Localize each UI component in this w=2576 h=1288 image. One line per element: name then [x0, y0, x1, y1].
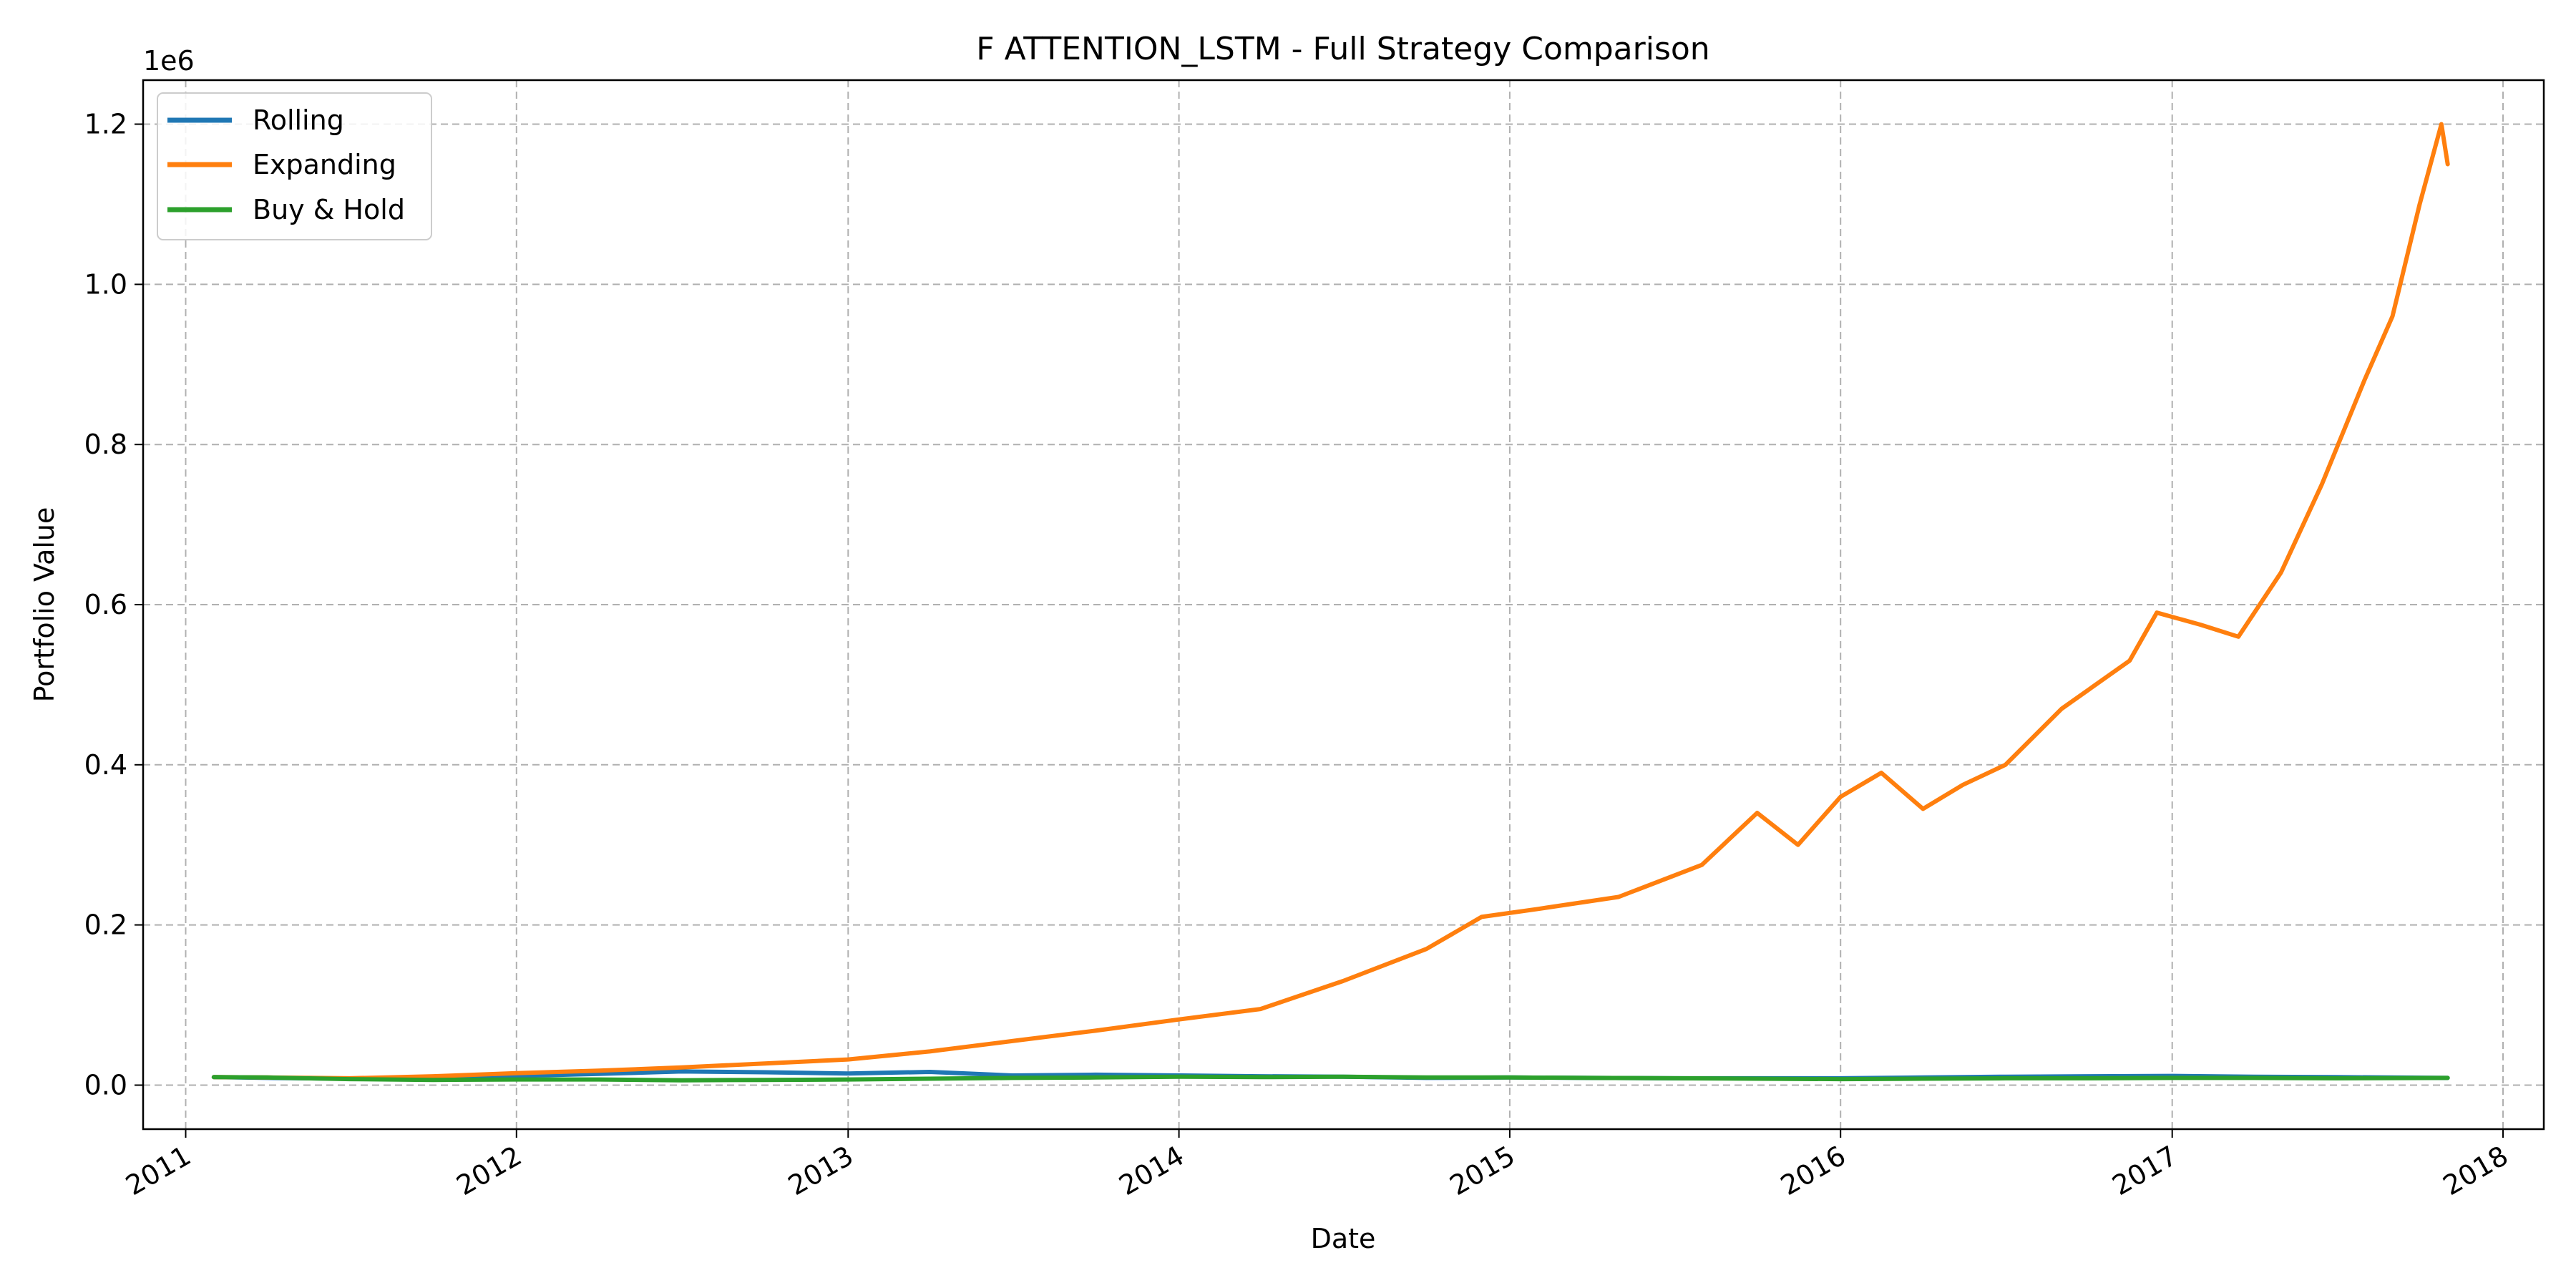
y-axis: 0.0 0.2 0.4 0.6 0.8 1.0 1.2: [84, 109, 143, 1101]
grid: [143, 80, 2544, 1129]
legend-label-expanding: Expanding: [253, 149, 396, 180]
series-line-buy-hold: [211, 1074, 2450, 1083]
y-tick-label: 1.0: [84, 268, 127, 300]
legend-frame: [157, 92, 432, 240]
y-tick-label: 1.2: [84, 109, 127, 140]
y-tick-label: 0.2: [84, 909, 127, 941]
x-axis-label: Date: [1311, 1223, 1376, 1254]
y-axis-label: Portfolio Value: [29, 507, 60, 703]
legend: Rolling Expanding Buy & Hold: [157, 92, 432, 240]
y-axis-offset-label: 1e6: [143, 45, 195, 77]
legend-label-buy-hold: Buy & Hold: [253, 194, 405, 225]
chart-title: F ATTENTION_LSTM - Full Strategy Compari…: [976, 31, 1709, 67]
series-line-expanding: [211, 122, 2450, 1080]
y-tick-label: 0.0: [84, 1070, 127, 1101]
series-layer: [211, 122, 2450, 1083]
y-tick-label: 0.8: [84, 429, 127, 460]
y-tick-label: 0.4: [84, 749, 127, 781]
legend-label-rolling: Rolling: [253, 104, 344, 136]
y-tick-label: 0.6: [84, 589, 127, 620]
